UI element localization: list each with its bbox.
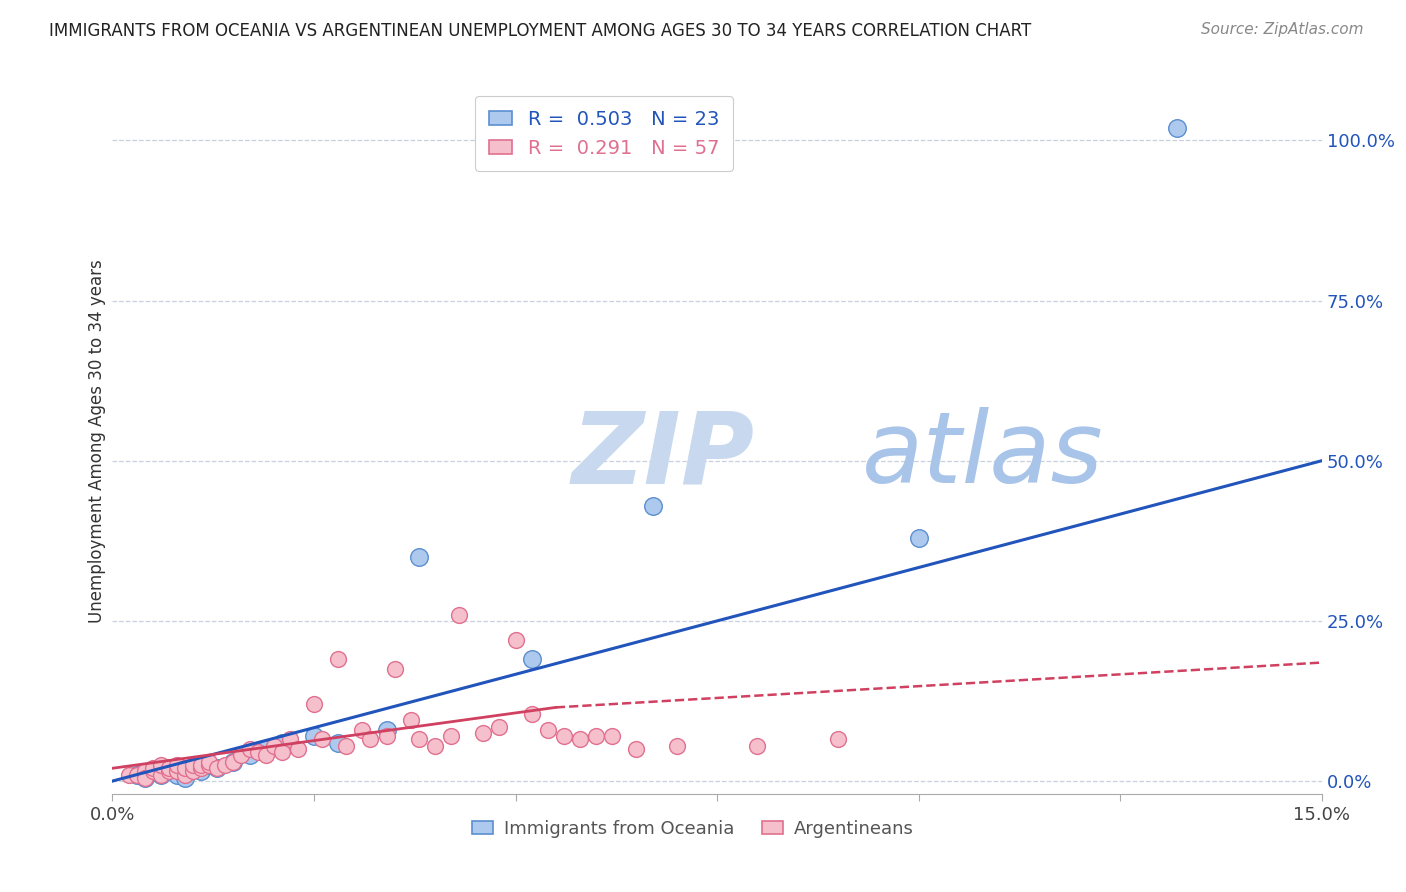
Text: Source: ZipAtlas.com: Source: ZipAtlas.com [1201, 22, 1364, 37]
Point [311, 732, 333, 747]
Point [254, 748, 277, 763]
Point [553, 729, 575, 743]
Point [174, 771, 197, 785]
Point [440, 729, 463, 743]
Point [238, 748, 260, 763]
Point [190, 764, 212, 779]
Point [125, 767, 148, 781]
Point [166, 767, 188, 781]
Point [328, 652, 350, 666]
Point [488, 720, 510, 734]
Point [472, 726, 495, 740]
Point [302, 697, 325, 711]
Point [238, 742, 260, 756]
Point [569, 732, 592, 747]
Point [352, 723, 374, 737]
Point [278, 732, 301, 747]
Point [157, 764, 180, 779]
Point [190, 758, 212, 772]
Y-axis label: Unemployment Among Ages 30 to 34 years: Unemployment Among Ages 30 to 34 years [87, 260, 105, 624]
Point [399, 713, 422, 727]
Point [198, 758, 221, 772]
Point [270, 736, 292, 750]
Point [263, 739, 285, 753]
Point [626, 742, 648, 756]
Point [157, 761, 180, 775]
Point [505, 633, 527, 648]
Text: atlas: atlas [862, 407, 1104, 504]
Point [174, 761, 197, 775]
Point [181, 764, 204, 779]
Point [1166, 120, 1188, 135]
Point [134, 771, 156, 785]
Point [665, 739, 688, 753]
Point [641, 499, 664, 513]
Point [222, 755, 245, 769]
Point [520, 652, 543, 666]
Point [328, 736, 350, 750]
Point [207, 761, 229, 775]
Point [231, 748, 253, 763]
Point [375, 729, 398, 743]
Point [335, 739, 357, 753]
Point [207, 761, 229, 775]
Text: IMMIGRANTS FROM OCEANIA VS ARGENTINEAN UNEMPLOYMENT AMONG AGES 30 TO 34 YEARS CO: IMMIGRANTS FROM OCEANIA VS ARGENTINEAN U… [49, 22, 1032, 40]
Point [157, 761, 180, 775]
Point [747, 739, 769, 753]
Point [222, 755, 245, 769]
Point [117, 767, 139, 781]
Point [359, 732, 381, 747]
Point [174, 767, 197, 781]
Point [134, 771, 156, 785]
Point [246, 745, 269, 759]
Point [270, 745, 292, 759]
Point [520, 706, 543, 721]
Point [375, 723, 398, 737]
Point [907, 531, 929, 545]
Point [181, 761, 204, 775]
Legend: Immigrants from Oceania, Argentineans: Immigrants from Oceania, Argentineans [464, 813, 921, 845]
Point [149, 758, 172, 772]
Point [423, 739, 446, 753]
Point [302, 729, 325, 743]
Point [449, 607, 471, 622]
Point [134, 764, 156, 779]
Point [408, 549, 430, 564]
Text: ZIP: ZIP [572, 407, 755, 504]
Point [214, 758, 236, 772]
Point [166, 764, 188, 779]
Point [198, 758, 221, 772]
Point [142, 761, 165, 775]
Point [585, 729, 607, 743]
Point [254, 742, 277, 756]
Point [287, 742, 309, 756]
Point [408, 732, 430, 747]
Point [149, 767, 172, 781]
Point [166, 758, 188, 772]
Point [125, 767, 148, 781]
Point [537, 723, 560, 737]
Point [149, 767, 172, 781]
Point [190, 761, 212, 775]
Point [142, 764, 165, 779]
Point [827, 732, 849, 747]
Point [142, 764, 165, 779]
Point [384, 662, 406, 676]
Point [198, 755, 221, 769]
Point [600, 729, 623, 743]
Point [181, 758, 204, 772]
